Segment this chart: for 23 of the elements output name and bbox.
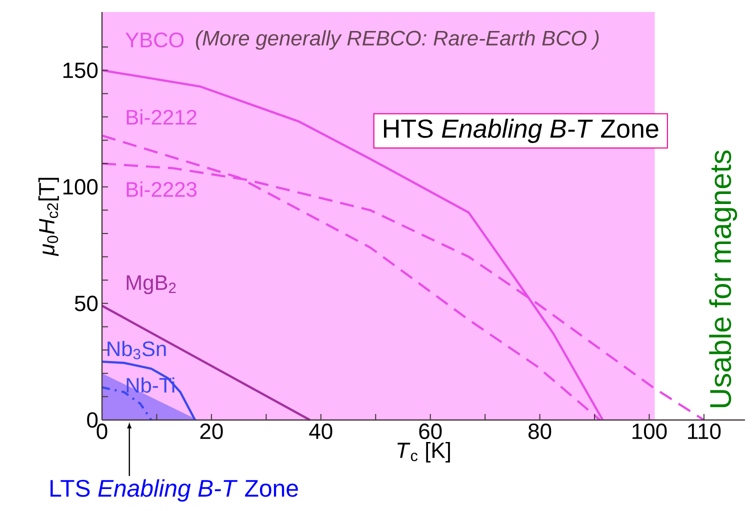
y-tick-label: 50 bbox=[74, 296, 98, 312]
series-label: MgB$_{2}$ bbox=[126, 275, 176, 294]
line-series bbox=[100, 360, 196, 422]
x-tick-label: 80 bbox=[528, 424, 552, 440]
y-tick-label: 150 bbox=[63, 62, 98, 78]
x-tick-label: 100 bbox=[632, 424, 667, 440]
band-label: HTS Enabling B-T Zone bbox=[384, 118, 658, 144]
annotation: (More generally REBCO: Rare-Earth BCO ) bbox=[196, 30, 599, 50]
x-tick-label: 60 bbox=[419, 424, 442, 440]
annotation: Usable for magnets bbox=[709, 150, 738, 408]
y-tick-label: 100 bbox=[63, 179, 98, 195]
x-tick-label: 40 bbox=[309, 424, 332, 440]
series-label: Nb-Ti bbox=[126, 377, 174, 393]
y-axis-title: μ$_{0}$H$_{c2}$[T] bbox=[38, 178, 59, 256]
series-label: Nb$_{3}$Sn bbox=[108, 340, 166, 360]
series-label: Bi-2223 bbox=[126, 181, 197, 197]
series-label: YBCO bbox=[126, 32, 184, 48]
x-tick-label: 110 bbox=[688, 424, 721, 440]
annotation: LTS Enabling B-T Zone bbox=[50, 479, 298, 502]
x-tick-label: 20 bbox=[200, 424, 223, 440]
x-axis-title: T$_{c}$ [K] bbox=[398, 442, 450, 462]
series-label: Bi-2212 bbox=[126, 109, 196, 125]
y-tick-label: 0 bbox=[87, 412, 98, 428]
